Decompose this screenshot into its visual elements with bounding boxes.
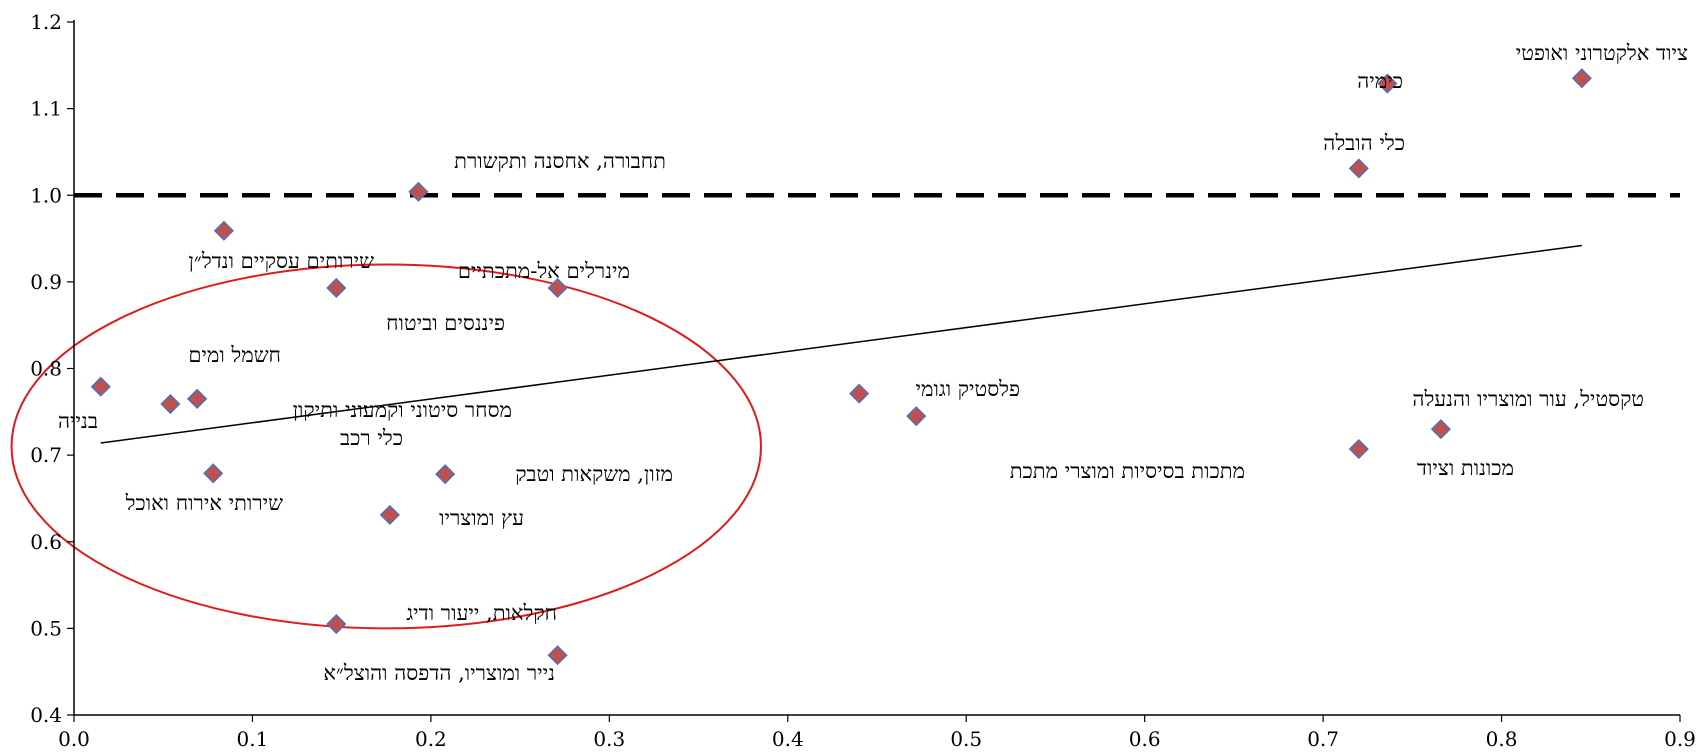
x-tick-label: 0.8: [1486, 727, 1518, 751]
data-point: [379, 504, 400, 525]
point-label: חקלאות, ייעור ודיג: [406, 601, 557, 625]
point-label: חשמל ומים: [188, 343, 281, 367]
point-label: מסחר סיטוני וקמעוני ותיקון: [293, 398, 512, 422]
data-points: [90, 68, 1592, 666]
point-label: פיננסים וביטוח: [386, 311, 505, 335]
y-tick-label: 0.7: [30, 443, 62, 467]
data-point: [1348, 158, 1369, 179]
point-label: פלסטיק וגומי: [915, 377, 1020, 401]
x-tick-label: 0.0: [58, 727, 90, 751]
point-label: מתכות בסיסיות ומוצרי מתכת: [1010, 459, 1245, 483]
data-point: [408, 181, 429, 202]
point-label: כלי רכב: [340, 426, 403, 450]
point-label: מינרלים אל-מתכתיים: [458, 259, 630, 283]
data-point: [326, 613, 347, 635]
x-tick-label: 0.2: [415, 727, 447, 751]
data-point: [906, 406, 927, 427]
data-point: [547, 277, 568, 298]
data-point: [849, 383, 870, 404]
point-label: בנייה: [58, 409, 98, 433]
point-label: תחבורה, אחסנה ותקשורת: [454, 149, 666, 173]
data-point: [326, 277, 347, 298]
point-label: עץ ומוצריו: [439, 506, 524, 530]
point-label: כלי הובלה: [1323, 131, 1405, 155]
x-tick-label: 0.5: [950, 727, 982, 751]
point-label: ציוד אלקטרוני ואופטי: [1516, 41, 1688, 65]
x-tick-label: 0.7: [1307, 727, 1339, 751]
trend-line: [100, 244, 1582, 444]
point-label: נייר ומוצריו, הדפסה והוצל״א: [323, 661, 555, 685]
x-tick-label: 0.1: [237, 727, 269, 751]
point-label: כימיה: [1357, 69, 1403, 93]
x-tick-label: 0.9: [1664, 727, 1696, 751]
y-tick-label: 1.2: [30, 10, 62, 34]
highlight-ellipse-layer: [10, 263, 763, 630]
y-tick-label: 0.4: [30, 703, 62, 727]
data-point: [90, 376, 111, 397]
y-tick-label: 1.1: [30, 97, 62, 121]
point-label: טקסטיל, עור ומוצריו והנעלה: [1412, 387, 1644, 411]
axes: 0.0 0.1 0.2 0.3 0.4 0.5 0.6 0.7 0.8 0.9 0.4 0.5 0.6 0…: [30, 10, 1696, 751]
point-label: שירותים עסקיים ונדל״ן: [189, 249, 375, 273]
data-point: [213, 220, 234, 241]
x-tick-label: 0.6: [1129, 727, 1161, 751]
point-label: מכונות וציוד: [1417, 456, 1514, 480]
data-point: [203, 463, 224, 484]
data-point: [1430, 419, 1451, 440]
y-tick-label: 0.9: [30, 270, 62, 294]
y-tick-label: 0.8: [30, 357, 62, 381]
data-point: [1571, 68, 1592, 89]
point-label: מזון, משקאות וטבק: [515, 462, 673, 486]
data-point: [547, 645, 568, 666]
point-labels: ציוד אלקטרוני ואופטי כימיה כלי הובלה תחבורה…: [58, 41, 1688, 685]
x-tick-label: 0.3: [593, 727, 625, 751]
y-tick-label: 0.5: [30, 616, 62, 640]
data-point: [1348, 439, 1369, 460]
x-tick-label: 0.4: [772, 727, 804, 751]
y-tick-label: 1.0: [30, 183, 62, 207]
data-point: [1377, 73, 1398, 94]
data-point: [187, 388, 208, 409]
highlight-ellipse: [10, 263, 763, 630]
data-point: [435, 464, 456, 485]
point-label: שירותי אירוח ואוכל: [125, 491, 284, 515]
reference-lines: [74, 193, 1680, 444]
data-point: [160, 393, 181, 415]
y-tick-label: 0.6: [30, 530, 62, 554]
